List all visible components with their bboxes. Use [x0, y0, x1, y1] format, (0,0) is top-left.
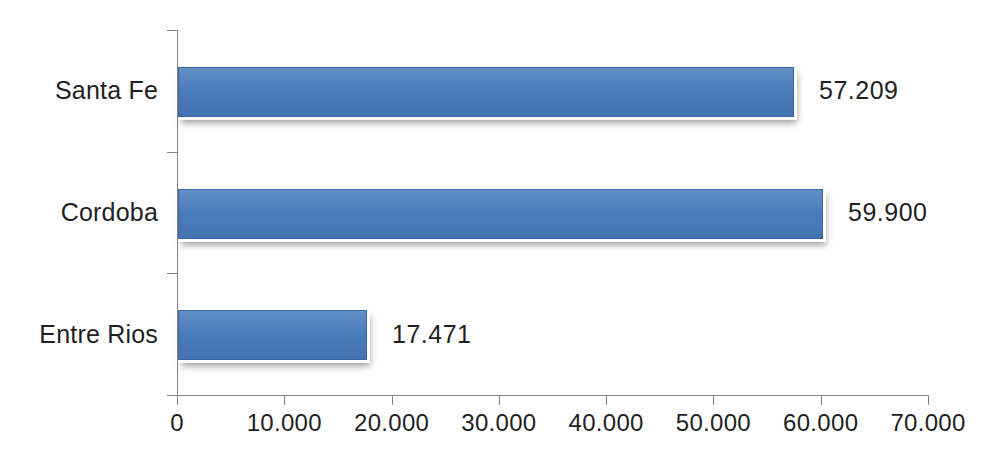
y-tick-mark: [167, 395, 177, 396]
x-tick-mark: [499, 395, 500, 405]
y-tick-mark: [167, 30, 177, 31]
y-tick-mark: [167, 273, 177, 274]
x-tick-mark: [177, 395, 178, 405]
bar: [178, 67, 794, 117]
x-tick-mark: [928, 395, 929, 405]
x-axis-line: [167, 395, 929, 396]
bar: [178, 310, 367, 360]
category-label: Santa Fe: [0, 30, 158, 152]
category-label: Cordoba: [0, 152, 158, 274]
bar-chart: Santa Fe 57.209 Cordoba 59.900 Entre Rios 17.…: [0, 0, 1006, 475]
x-tick-mark: [606, 395, 607, 405]
x-tick-mark: [713, 395, 714, 405]
value-label: 59.900: [848, 189, 927, 237]
x-tick-mark: [821, 395, 822, 405]
value-label: 57.209: [819, 67, 898, 115]
x-axis-tick-label: 70.000: [863, 409, 993, 437]
y-tick-mark: [167, 152, 177, 153]
y-axis-line: [177, 30, 178, 396]
value-label: 17.471: [392, 310, 471, 358]
category-label: Entre Rios: [0, 273, 158, 395]
x-tick-mark: [284, 395, 285, 405]
x-tick-mark: [392, 395, 393, 405]
bar: [178, 189, 823, 239]
